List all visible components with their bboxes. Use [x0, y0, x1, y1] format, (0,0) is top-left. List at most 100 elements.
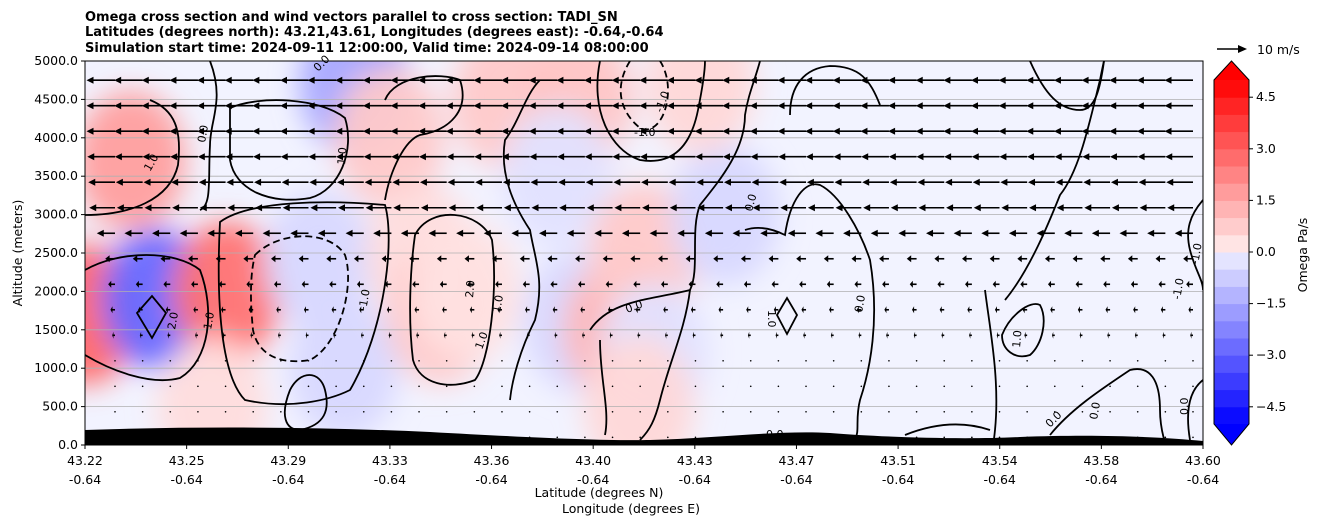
- wind-vector: [448, 204, 475, 212]
- wind-vector: [832, 411, 835, 413]
- wind-vector-head: [281, 178, 289, 186]
- wind-vector-head: [554, 331, 556, 339]
- wind-vector: [1130, 280, 1138, 288]
- wind-vector: [1026, 385, 1028, 388]
- wind-vector-head: [195, 331, 197, 339]
- x-axis-label-latitude: Latitude (degrees N): [535, 485, 664, 500]
- wind-vector-head: [888, 102, 896, 110]
- wind-vector-head: [1119, 229, 1127, 237]
- wind-vector-head: [307, 102, 315, 110]
- wind-vector: [1027, 153, 1055, 161]
- wind-vector-head: [326, 255, 331, 263]
- wind-vector: [141, 411, 144, 413]
- wind-vector: [694, 102, 724, 110]
- wind-vector: [945, 178, 972, 186]
- wind-vector: [1053, 359, 1056, 362]
- x-tick-label-lon: -0.64: [475, 472, 507, 487]
- wind-vector-head: [279, 102, 287, 110]
- wind-vector: [639, 411, 641, 413]
- wind-vector: [971, 76, 1000, 84]
- wind-vector: [501, 76, 530, 84]
- wind-vector: [823, 255, 834, 263]
- wind-vector-head: [139, 331, 142, 339]
- wind-vector: [860, 76, 889, 84]
- wind-vector: [254, 178, 281, 186]
- wind-vector: [971, 411, 973, 413]
- wind-vector: [1028, 178, 1055, 186]
- wind-vector-head: [135, 280, 139, 288]
- wind-vector: [243, 255, 254, 263]
- wind-vector: [694, 76, 724, 84]
- wind-vector: [409, 255, 420, 263]
- wind-vector: [685, 255, 696, 263]
- wind-vector: [694, 127, 724, 135]
- wind-vector: [1081, 411, 1084, 413]
- wind-vector: [941, 331, 945, 339]
- wind-vector-head: [777, 102, 785, 110]
- wind-vector: [639, 436, 641, 439]
- wind-vector: [152, 229, 171, 237]
- contour-label: 1.0: [1010, 330, 1024, 349]
- wind-vector: [290, 229, 309, 237]
- wind-vector-head: [771, 280, 775, 288]
- wind-vector-head: [834, 178, 842, 186]
- wind-vector-head: [250, 331, 252, 339]
- wind-vector: [224, 127, 254, 135]
- wind-vector-head: [556, 76, 564, 84]
- y-tick-label: 500.0: [42, 399, 78, 414]
- wind-vector: [436, 255, 447, 263]
- wind-vector: [944, 153, 972, 161]
- wind-vector: [501, 411, 503, 413]
- wind-vector-head: [1017, 255, 1022, 263]
- wind-vector: [360, 331, 364, 339]
- wind-vector: [912, 306, 917, 314]
- wind-vector: [526, 331, 530, 339]
- wind-vector-head: [746, 306, 749, 314]
- x-tick-label-lat: 43.60: [1185, 453, 1221, 468]
- wind-vector-head: [222, 331, 225, 339]
- wind-vector-head: [663, 306, 666, 314]
- wind-vector: [502, 178, 530, 186]
- wind-vector: [381, 255, 392, 263]
- wind-vector: [362, 411, 365, 413]
- wind-vector: [633, 280, 641, 288]
- omega-cell: [583, 336, 694, 445]
- contour-line: [199, 61, 218, 211]
- wind-vector-head: [170, 153, 178, 161]
- wind-vector: [1072, 255, 1083, 263]
- wind-vector-head: [944, 153, 952, 161]
- wind-vector-head: [584, 127, 592, 135]
- wind-vector: [694, 359, 697, 362]
- wind-vector: [1164, 436, 1167, 439]
- wind-vector-head: [1028, 178, 1036, 186]
- wind-vector: [906, 255, 917, 263]
- wind-vector: [1107, 331, 1111, 339]
- wind-vector-head: [832, 127, 840, 135]
- wind-vector-head: [695, 153, 703, 161]
- wind-vector: [501, 385, 503, 388]
- colorbar-level: [1214, 303, 1249, 322]
- wind-vector-head: [1107, 331, 1109, 339]
- wind-vector-head: [890, 204, 898, 212]
- wind-vector-head: [197, 153, 205, 161]
- wind-vector-head: [777, 76, 785, 84]
- wind-vector: [310, 204, 337, 212]
- wind-vector-head: [613, 178, 621, 186]
- wind-vector: [528, 127, 558, 135]
- wind-vector-head: [141, 102, 149, 110]
- wind-vector-head: [777, 127, 785, 135]
- wind-vector-head: [580, 306, 583, 314]
- wind-vector: [768, 255, 779, 263]
- wind-vector: [668, 178, 696, 186]
- wind-vector: [271, 255, 281, 263]
- wind-vector-head: [110, 306, 113, 314]
- wind-vector: [252, 359, 255, 362]
- wind-vector-head: [279, 127, 287, 135]
- wind-vector: [1050, 306, 1055, 314]
- wind-vector: [335, 385, 337, 388]
- wind-vector-head: [1024, 331, 1026, 339]
- wind-vector: [943, 385, 946, 388]
- wind-vector-head: [365, 204, 373, 212]
- wind-vector-head: [860, 76, 868, 84]
- wind-vector-head: [473, 76, 481, 84]
